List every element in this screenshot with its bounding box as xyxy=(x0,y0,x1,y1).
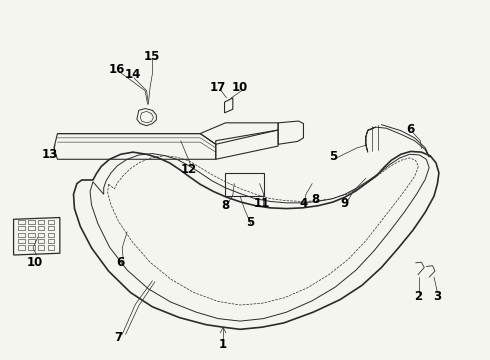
Text: 1: 1 xyxy=(219,338,227,351)
Text: 2: 2 xyxy=(414,289,422,303)
Bar xyxy=(19,220,25,224)
Bar xyxy=(48,239,54,243)
Bar xyxy=(38,233,44,237)
Bar xyxy=(38,220,44,224)
Bar xyxy=(28,239,34,243)
Text: 5: 5 xyxy=(246,216,254,229)
Bar xyxy=(38,239,44,243)
Text: 10: 10 xyxy=(232,81,248,94)
Text: 14: 14 xyxy=(125,68,141,81)
Bar xyxy=(19,233,25,237)
Text: 8: 8 xyxy=(221,198,230,212)
Text: 16: 16 xyxy=(109,63,125,76)
Bar xyxy=(48,233,54,237)
Bar xyxy=(19,226,25,230)
Bar xyxy=(48,246,54,249)
Bar xyxy=(48,226,54,230)
Text: 8: 8 xyxy=(312,193,320,206)
Text: 4: 4 xyxy=(299,197,308,210)
Bar xyxy=(19,239,25,243)
Bar xyxy=(28,246,34,249)
Text: 6: 6 xyxy=(117,256,125,269)
Bar xyxy=(38,246,44,249)
Bar xyxy=(28,233,34,237)
Text: 13: 13 xyxy=(42,148,58,162)
Bar xyxy=(48,220,54,224)
Text: 10: 10 xyxy=(26,256,43,269)
Text: 9: 9 xyxy=(341,197,349,210)
Bar xyxy=(38,226,44,230)
Text: 5: 5 xyxy=(329,150,337,163)
Text: 3: 3 xyxy=(433,289,441,303)
Text: 15: 15 xyxy=(143,50,160,63)
Text: 11: 11 xyxy=(254,197,270,210)
Bar xyxy=(19,246,25,249)
Text: 7: 7 xyxy=(114,332,122,345)
Text: 17: 17 xyxy=(210,81,226,94)
Text: 12: 12 xyxy=(181,163,197,176)
Text: 6: 6 xyxy=(407,123,415,136)
Bar xyxy=(28,226,34,230)
Bar xyxy=(28,220,34,224)
